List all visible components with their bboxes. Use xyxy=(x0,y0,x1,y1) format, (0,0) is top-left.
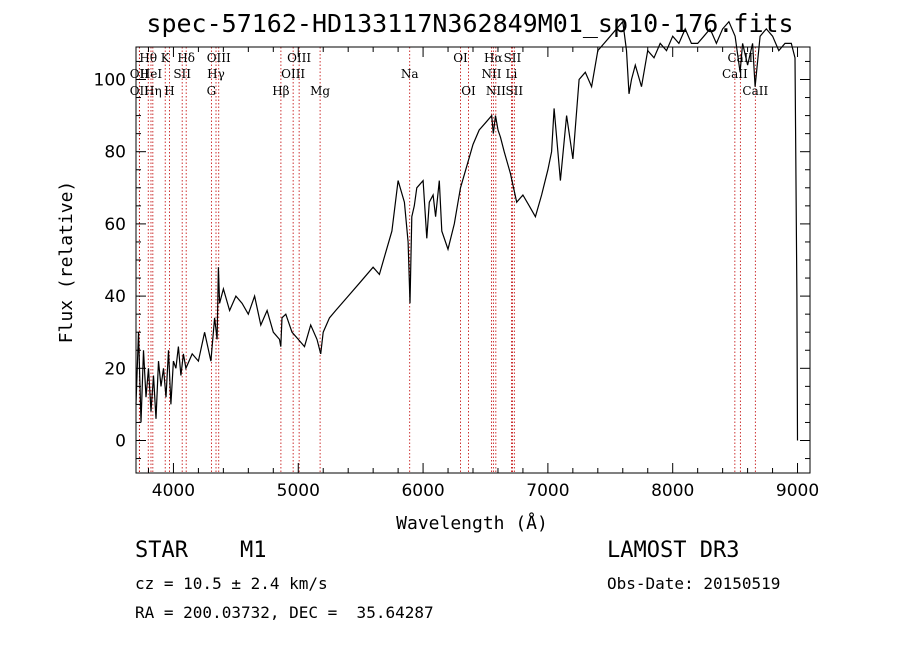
y-axis-ticks: 0 20 40 60 80 100 xyxy=(94,60,810,460)
x-tick-label-7000: 7000 xyxy=(526,481,569,501)
line-label-14: Hβ xyxy=(272,84,289,98)
line-label-5: K xyxy=(161,51,171,65)
line-label-11: G xyxy=(207,84,217,98)
line-label-23: Li xyxy=(506,67,518,81)
y-tick-label-80: 80 xyxy=(104,143,126,163)
coordinates: RA = 200.03732, DEC = 35.64287 xyxy=(135,603,434,622)
line-label-24: SII xyxy=(505,84,523,98)
x-axis-label: Wavelength (Å) xyxy=(396,512,548,534)
y-tick-label-0: 0 xyxy=(115,432,126,452)
x-axis-ticks: 4000 5000 6000 7000 8000 9000 xyxy=(147,47,819,501)
object-subclass: M1 xyxy=(240,538,267,563)
line-label-10: Hγ xyxy=(207,67,225,81)
plot-frame xyxy=(135,46,811,474)
chart-title: spec-57162-HD133117N362849M01_sp10-176.f… xyxy=(146,9,793,38)
object-class: STAR xyxy=(135,538,188,563)
x-tick-label-8000: 8000 xyxy=(651,481,694,501)
line-label-8: Hδ xyxy=(177,51,195,65)
line-label-22: SII xyxy=(504,51,522,65)
line-label-6: SII xyxy=(173,67,191,81)
line-label-26: CaII xyxy=(722,67,748,81)
x-tick-label-4000: 4000 xyxy=(152,481,195,501)
line-label-1: OII xyxy=(130,67,150,81)
x-tick-label-9000: 9000 xyxy=(776,481,819,501)
observation-date: Obs-Date: 20150519 xyxy=(607,574,781,593)
line-label-12: OIII xyxy=(287,51,311,65)
line-label-17: OI xyxy=(453,51,468,65)
y-axis-label: Flux (relative) xyxy=(56,181,77,344)
line-label-16: Na xyxy=(401,67,419,81)
x-tick-label-5000: 5000 xyxy=(277,481,320,501)
line-label-4: Hη xyxy=(144,84,162,98)
line-label-9: OIII xyxy=(207,51,231,65)
redshift-velocity: cz = 10.5 ± 2.4 km/s xyxy=(135,574,328,593)
y-tick-label-20: 20 xyxy=(104,359,126,379)
spectrum-chart: spec-57162-HD133117N362849M01_sp10-176.f… xyxy=(56,9,819,534)
spectrum-line xyxy=(135,20,799,441)
line-label-0: Hθ xyxy=(139,51,157,65)
line-label-20: NII xyxy=(481,67,501,81)
line-label-18: OI xyxy=(461,84,476,98)
x-tick-label-6000: 6000 xyxy=(401,481,444,501)
line-label-13: OIII xyxy=(281,67,305,81)
line-label-27: CaII xyxy=(742,84,768,98)
line-label-7: H xyxy=(164,84,174,98)
survey-name: LAMOST DR3 xyxy=(607,538,740,563)
line-label-3: HeI xyxy=(140,67,163,81)
y-tick-label-40: 40 xyxy=(104,287,126,307)
line-label-19: Hα xyxy=(484,51,503,65)
line-label-21: NII xyxy=(486,84,506,98)
y-tick-label-100: 100 xyxy=(94,70,126,90)
y-tick-label-60: 60 xyxy=(104,215,126,235)
line-label-15: Mg xyxy=(310,84,330,98)
line-label-2: OII xyxy=(130,84,150,98)
spectral-line-markers xyxy=(138,47,756,473)
